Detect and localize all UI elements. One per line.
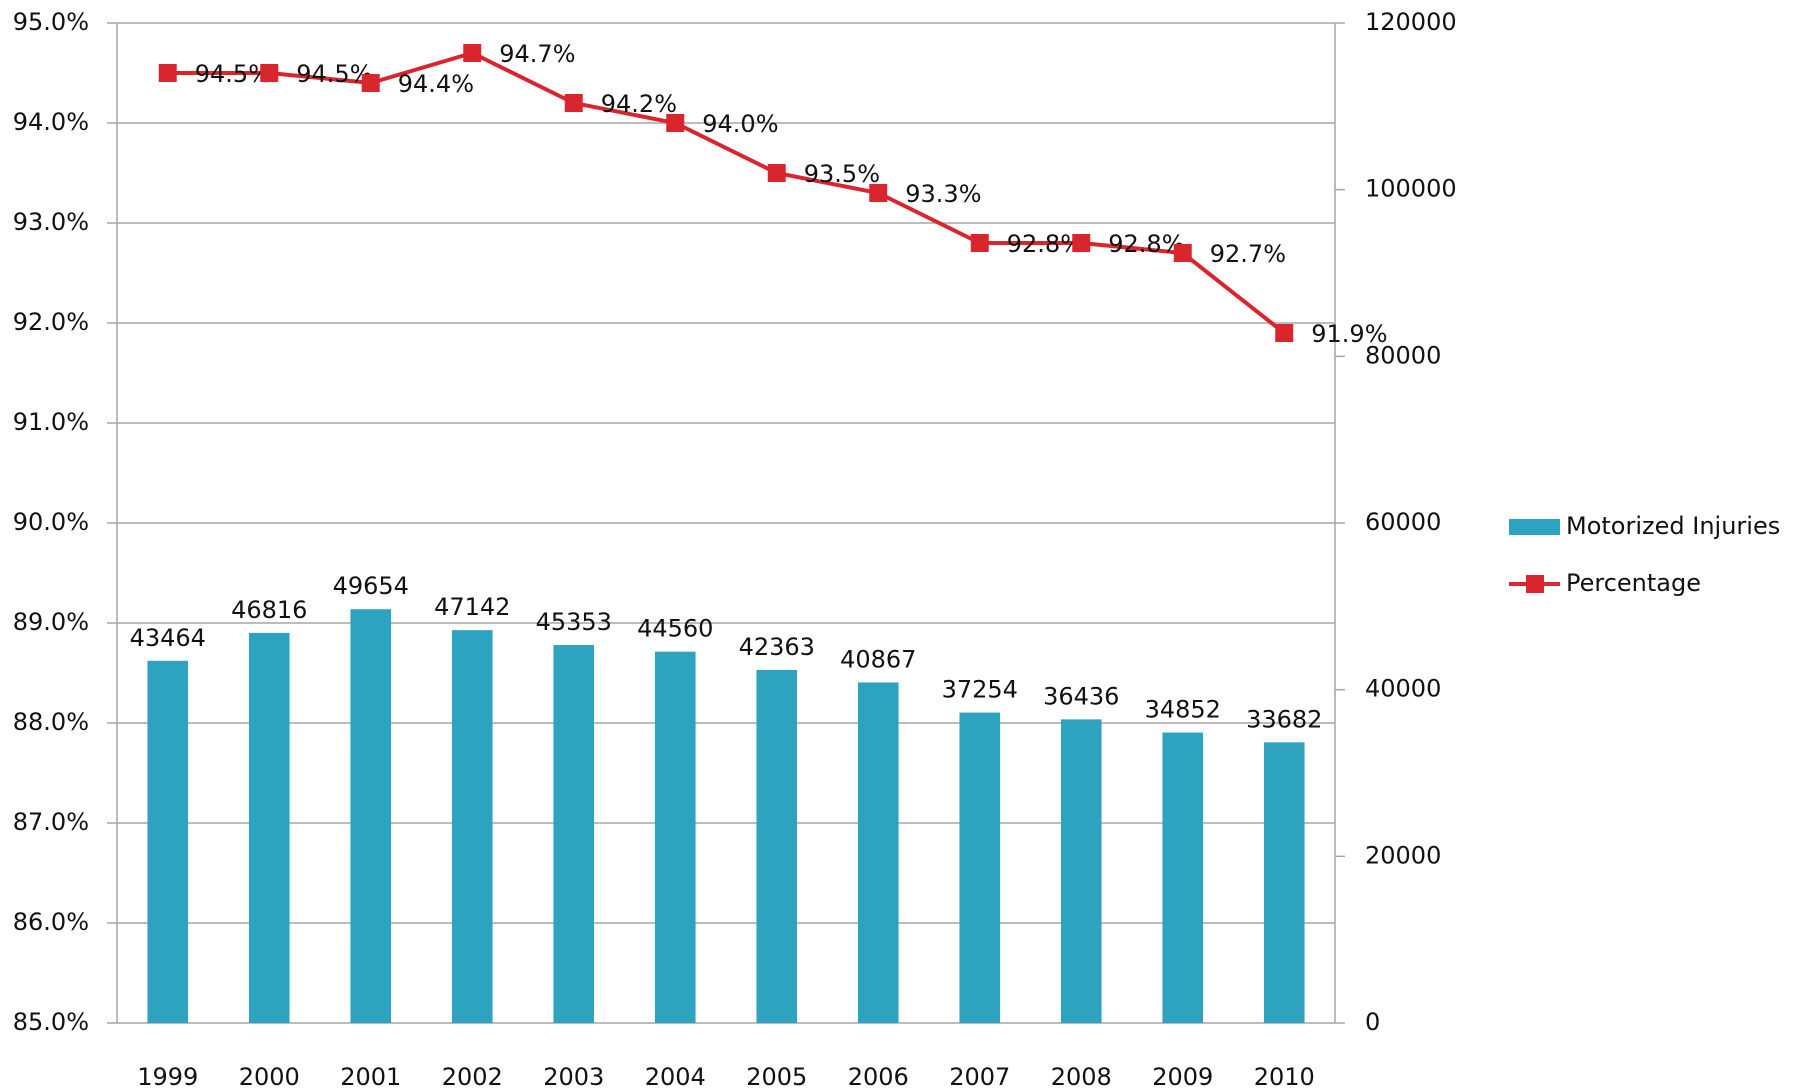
bar-value-label: 36436: [1043, 682, 1119, 710]
bar-value-label: 34852: [1145, 696, 1221, 724]
line-value-label: 92.7%: [1210, 240, 1286, 268]
line-value-label: 94.5%: [195, 60, 271, 88]
bar: [1162, 732, 1204, 1023]
bar: [857, 682, 899, 1023]
bar: [553, 645, 595, 1023]
x-tick-label: 2005: [746, 1063, 807, 1090]
y-tick-label: 86.0%: [13, 908, 89, 936]
y-tick-label: 85.0%: [13, 1008, 89, 1036]
x-tick-label: 2002: [442, 1063, 503, 1090]
line-marker: [260, 64, 279, 82]
line-marker: [463, 44, 482, 62]
y2-tick-label: 0: [1365, 1008, 1380, 1036]
bar-value-label: 43464: [130, 624, 206, 652]
line-value-label: 94.5%: [296, 60, 372, 88]
bar: [1060, 719, 1102, 1023]
line-value-label: 94.7%: [499, 40, 575, 68]
x-tick-label: 2004: [645, 1063, 706, 1090]
bar-value-label: 46816: [231, 596, 307, 624]
bar-value-label: 37254: [942, 676, 1018, 704]
line-value-label: 92.8%: [1108, 230, 1184, 258]
x-tick-label: 2006: [848, 1063, 909, 1090]
legend-label: Motorized Injuries: [1566, 512, 1780, 540]
line-marker: [361, 74, 380, 92]
x-tick-label: 1999: [137, 1063, 198, 1090]
line-value-label: 91.9%: [1311, 320, 1387, 348]
x-tick-label: 2009: [1152, 1063, 1213, 1090]
y2-tick-label: 100000: [1365, 175, 1457, 203]
bar-value-label: 47142: [434, 593, 510, 621]
line-marker: [1072, 234, 1091, 252]
x-tick-label: 2007: [949, 1063, 1010, 1090]
legend-swatch: [1509, 519, 1560, 535]
y-tick-label: 92.0%: [13, 308, 89, 336]
line-value-label: 94.2%: [601, 90, 677, 118]
y2-tick-label: 40000: [1365, 675, 1441, 703]
x-tick-label: 2001: [340, 1063, 401, 1090]
line: [167, 50, 1286, 335]
y-tick-label: 93.0%: [13, 208, 89, 236]
y-tick-label: 94.0%: [13, 108, 89, 136]
x-tick-label: 2000: [239, 1063, 300, 1090]
line-marker: [564, 94, 583, 112]
bar-value-label: 42363: [739, 633, 815, 661]
y-tick-label: 88.0%: [13, 708, 89, 736]
legend-label: Percentage: [1566, 569, 1701, 597]
legend-swatch: [1526, 575, 1544, 593]
line-marker: [1173, 244, 1192, 262]
bar: [350, 609, 392, 1023]
bar: [756, 669, 798, 1023]
line-value-label: 93.5%: [804, 160, 880, 188]
y2-tick-label: 20000: [1365, 841, 1441, 869]
line-marker: [158, 64, 177, 82]
y2-tick-label: 120000: [1365, 8, 1457, 36]
x-tick-label: 2003: [543, 1063, 604, 1090]
bar: [654, 651, 696, 1023]
x-tick-label: 2008: [1051, 1063, 1112, 1090]
y2-tick-label: 80000: [1365, 341, 1441, 369]
bar-value-label: 49654: [333, 572, 409, 600]
line-marker: [1275, 324, 1294, 342]
line-value-label: 94.4%: [398, 70, 474, 98]
y-tick-label: 95.0%: [13, 8, 89, 36]
bar-value-label: 40867: [840, 645, 916, 673]
line-marker: [666, 114, 685, 132]
line-marker: [869, 184, 888, 202]
bar-value-label: 44560: [637, 615, 713, 643]
x-tick-label: 2010: [1254, 1063, 1315, 1090]
line-value-label: 92.8%: [1007, 230, 1083, 258]
bar: [248, 632, 290, 1023]
line-marker: [767, 164, 786, 182]
y-tick-label: 91.0%: [13, 408, 89, 436]
y-tick-label: 87.0%: [13, 808, 89, 836]
line-marker: [970, 234, 989, 252]
bar: [1263, 742, 1305, 1023]
bar-value-label: 33682: [1246, 705, 1322, 733]
bar: [959, 712, 1001, 1023]
y-tick-label: 90.0%: [13, 508, 89, 536]
line-value-label: 94.0%: [702, 110, 778, 138]
bar-value-label: 45353: [536, 608, 612, 636]
y2-tick-label: 60000: [1365, 508, 1441, 536]
y-tick-label: 89.0%: [13, 608, 89, 636]
bar: [451, 630, 493, 1023]
line-value-label: 93.3%: [905, 180, 981, 208]
bar: [147, 660, 189, 1023]
